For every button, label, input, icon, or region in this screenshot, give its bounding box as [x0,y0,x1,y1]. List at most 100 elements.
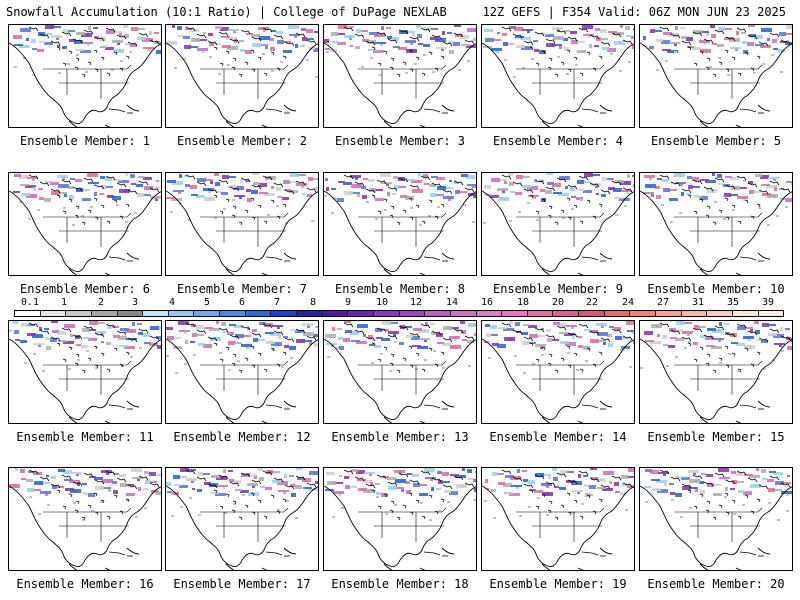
map-image [324,173,476,275]
colorbar-swatch [579,311,605,316]
colorbar-swatch [502,311,528,316]
colorbar [14,310,784,317]
colorbar-swatch [220,311,246,316]
map-panel [323,172,477,276]
colorbar-tick-label: 27 [656,297,670,308]
panel-label: Ensemble Member: 9 [492,282,624,296]
colorbar-tick-label: 1 [60,297,68,308]
panel-label: Ensemble Member: 18 [331,577,469,591]
map-panel [639,320,793,424]
map-panel [165,172,319,276]
colorbar-swatch [245,311,272,316]
map-image [482,321,634,423]
map-panel [481,320,635,424]
colorbar-tick-label: 24 [621,297,635,308]
map-image [9,321,161,423]
map-image [166,468,318,570]
map-panel [639,467,793,571]
map-panel [8,467,162,571]
colorbar-tick-label: 10 [375,297,389,308]
map-panel [639,24,793,128]
panel-label: Ensemble Member: 16 [16,577,154,591]
map-image [640,468,792,570]
panel-label: Ensemble Member: 7 [176,282,308,296]
colorbar-swatch [348,311,374,316]
colorbar-tick-label: 4 [168,297,176,308]
colorbar-swatch [399,311,426,316]
panel-label: Ensemble Member: 12 [173,430,311,444]
colorbar-swatch [271,311,298,316]
colorbar-tick-label: 8 [309,297,317,308]
map-image [640,25,792,127]
colorbar-swatch [40,311,67,316]
panel-label: Ensemble Member: 14 [489,430,627,444]
panel-label: Ensemble Member: 4 [492,134,624,148]
colorbar-swatch [91,311,118,316]
map-panel [323,24,477,128]
map-image [166,173,318,275]
colorbar-swatch [450,311,477,316]
colorbar-tick-label: 6 [238,297,246,308]
map-image [9,468,161,570]
colorbar-tick-label: 39 [761,297,775,308]
colorbar-swatch [604,311,631,316]
map-image [482,25,634,127]
panel-label: Ensemble Member: 2 [176,134,308,148]
panel-label: Ensemble Member: 13 [331,430,469,444]
panel-label: Ensemble Member: 17 [173,577,311,591]
map-image [9,173,161,275]
colorbar-swatch [194,311,221,316]
map-image [324,468,476,570]
colorbar-tick-label: 2 [97,297,105,308]
panel-label: Ensemble Member: 8 [334,282,466,296]
map-image [9,25,161,127]
map-panel [8,320,162,424]
map-panel [165,467,319,571]
map-image [324,25,476,127]
panel-label: Ensemble Member: 3 [334,134,466,148]
colorbar-swatch [297,311,323,316]
colorbar-tick-label: 20 [551,297,565,308]
colorbar-tick-label: 5 [203,297,211,308]
panel-label: Ensemble Member: 11 [16,430,154,444]
map-image [482,173,634,275]
map-image [324,321,476,423]
map-image [640,321,792,423]
map-panel [8,172,162,276]
colorbar-swatch [322,311,349,316]
map-title: Snowfall Accumulation (10:1 Ratio) | Col… [6,5,447,19]
colorbar-swatch [66,311,92,316]
map-image [640,173,792,275]
colorbar-swatch [168,311,195,316]
colorbar-tick-label: 3 [131,297,139,308]
colorbar-swatch [15,311,41,316]
panel-label: Ensemble Member: 10 [647,282,785,296]
colorbar-swatch [373,311,400,316]
colorbar-tick-label: 9 [344,297,352,308]
colorbar-swatch [476,311,503,316]
colorbar-tick-label: 16 [480,297,494,308]
colorbar-tick-label: 31 [691,297,705,308]
map-panel [8,24,162,128]
run-info: 12Z GEFS | F354 Valid: 06Z MON JUN 23 20… [482,5,786,19]
colorbar-tick-label: 0.1 [20,297,40,308]
colorbar-tick-label: 18 [516,297,530,308]
map-panel [481,24,635,128]
panel-label: Ensemble Member: 15 [647,430,785,444]
colorbar-tick-label: 14 [445,297,459,308]
panel-label: Ensemble Member: 19 [489,577,627,591]
colorbar-swatch [681,311,708,316]
map-panel [323,320,477,424]
colorbar-swatch [117,311,144,316]
colorbar-tick-label: 7 [273,297,281,308]
colorbar-tick-label: 35 [726,297,740,308]
map-panel [165,320,319,424]
map-panel [639,172,793,276]
colorbar-swatch [707,311,733,316]
colorbar-tick-label: 22 [585,297,599,308]
colorbar-swatch [758,311,784,316]
colorbar-swatch [732,311,759,316]
map-panel [481,467,635,571]
panel-label: Ensemble Member: 5 [650,134,782,148]
colorbar-swatch [527,311,554,316]
